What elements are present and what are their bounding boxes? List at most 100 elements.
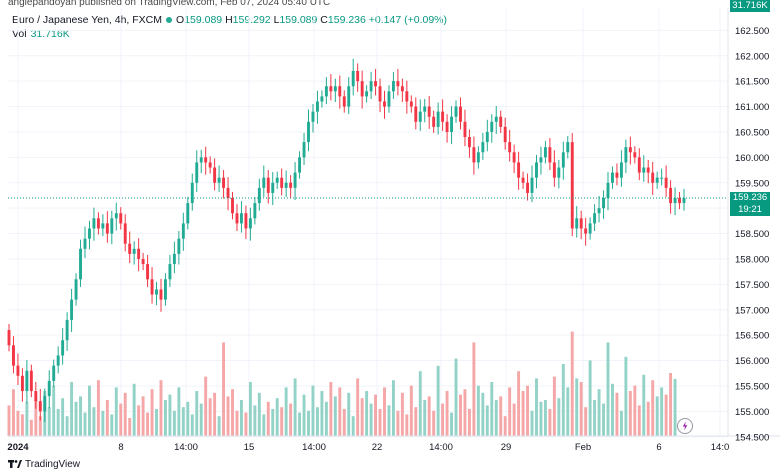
volume-bar [490, 382, 494, 436]
volume-bar [360, 398, 364, 436]
candle-body [633, 152, 637, 158]
low-value: 159.089 [279, 14, 318, 26]
volume-bar [543, 400, 547, 436]
volume-bar [602, 403, 605, 436]
candle-body [159, 289, 163, 300]
price-tick-label: 155.500 [735, 381, 769, 392]
candle-body [29, 370, 33, 392]
candle-body [485, 131, 489, 143]
volume-bar [485, 405, 489, 436]
volume-bar [177, 387, 181, 436]
candle-body [584, 228, 588, 234]
candles [7, 58, 686, 423]
volume-bar [266, 401, 270, 436]
volume-bar [378, 409, 382, 436]
candle-body [16, 365, 20, 376]
candle-body [222, 177, 226, 188]
volume-bar [436, 365, 440, 436]
candle-body [490, 121, 494, 132]
candle-body [52, 365, 56, 381]
candle-body [557, 167, 561, 178]
price-tick-label: 160.000 [735, 153, 769, 164]
candle-body [47, 380, 51, 397]
candle-body [512, 152, 516, 163]
volume-bar [105, 400, 109, 436]
price-tick-label: 162.500 [735, 26, 769, 37]
volume-bar [213, 392, 217, 436]
volume-bar [231, 389, 234, 436]
candle-body [383, 101, 386, 107]
volume-bar [521, 391, 525, 436]
volume-bar [257, 392, 261, 436]
change-value: +0.147 (+0.09%) [368, 14, 448, 26]
volume-bar [615, 392, 619, 436]
volume-bar [65, 416, 69, 436]
volume-bar [342, 409, 346, 436]
candle-body [253, 203, 257, 219]
volume-bar [222, 342, 226, 436]
candle-body [530, 177, 534, 193]
time-tick-label: 14:0 [711, 442, 730, 453]
volume-bar [253, 405, 257, 436]
time-tick-label: 14:00 [429, 442, 453, 453]
volume-bar [235, 410, 239, 436]
candle-body [324, 86, 328, 97]
candle-body [628, 147, 632, 153]
time-tick-label: Feb [575, 442, 591, 453]
volume-bar [92, 407, 96, 436]
candle-body [266, 177, 270, 193]
candle-body [208, 162, 212, 168]
candle-body [20, 375, 24, 392]
volume-bar [38, 416, 42, 436]
volume-bar [557, 398, 561, 436]
candle-body [615, 172, 619, 178]
volume-bar [324, 401, 328, 436]
candle-body [539, 157, 543, 163]
candle-body [199, 157, 203, 163]
price-tick-label: 156.000 [735, 356, 769, 367]
candle-body [128, 243, 132, 254]
candle-body [284, 182, 288, 188]
volume-label[interactable]: Vol [12, 28, 27, 40]
lightning-clock-icon[interactable] [677, 418, 693, 434]
candle-body [517, 162, 521, 178]
symbol-name[interactable]: Euro / Japanese Yen, 4h, FXCM [12, 14, 163, 26]
volume-bar [548, 409, 552, 436]
candle-body [56, 355, 60, 366]
candle-body [235, 213, 239, 224]
volume-bar [307, 410, 310, 436]
volume-bar [110, 414, 114, 436]
volume-bar [526, 385, 529, 436]
volume-bar [172, 410, 176, 436]
candle-body [391, 81, 395, 92]
candle-body [597, 208, 601, 214]
time-tick-label: 6 [656, 442, 661, 453]
candle-body [450, 116, 454, 132]
candle-body [168, 264, 172, 280]
volume-bar [454, 358, 458, 436]
candle-body [606, 182, 610, 198]
volume-bar [606, 342, 610, 436]
candle-body [342, 96, 346, 107]
candle-body [472, 147, 476, 163]
volume-bar [383, 387, 386, 436]
candle-body [678, 198, 681, 204]
candle-body [396, 81, 400, 87]
candle-body [164, 279, 167, 300]
candle-body [593, 213, 597, 224]
candle-body [70, 299, 74, 320]
candle-body [494, 116, 498, 122]
volume-bar [566, 387, 570, 436]
candle-body [445, 121, 449, 132]
volume-bar [597, 389, 601, 436]
volume-bar [302, 394, 306, 436]
candle-body [177, 238, 181, 254]
volume-bar [409, 385, 413, 436]
volume-bar [226, 396, 230, 436]
volume-bar [217, 416, 221, 436]
volume-bar [365, 391, 369, 436]
volume-bar [159, 380, 163, 436]
candle-body [409, 101, 413, 107]
volume-bar [284, 387, 288, 436]
